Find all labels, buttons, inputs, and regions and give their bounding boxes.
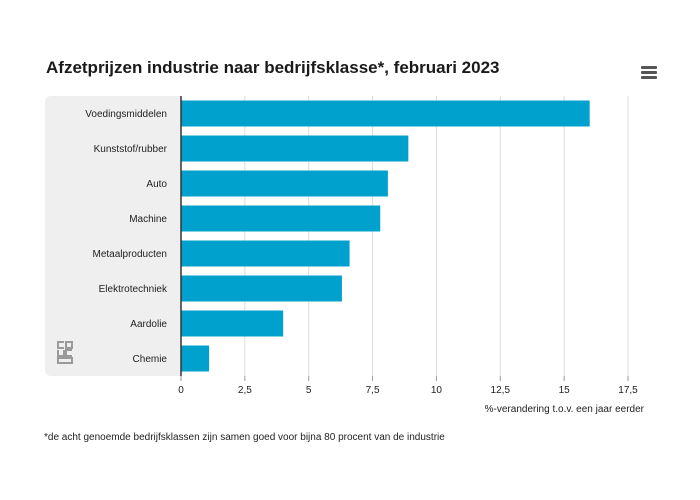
bar <box>181 240 350 267</box>
x-tick-label: 10 <box>431 385 443 396</box>
category-label: Aardolie <box>130 319 167 330</box>
menu-line <box>641 76 657 79</box>
bar <box>181 275 342 302</box>
bar <box>181 170 388 197</box>
x-tick-label: 7,5 <box>366 385 380 396</box>
footnote: *de acht genoemde bedrijfsklassen zijn s… <box>44 432 445 443</box>
category-label: Kunststof/rubber <box>94 144 168 155</box>
category-label: Elektrotechniek <box>99 284 168 295</box>
bar <box>181 100 590 127</box>
bar <box>181 345 210 372</box>
bar <box>181 135 409 162</box>
category-label: Chemie <box>133 354 168 365</box>
x-tick-label: 2,5 <box>238 385 252 396</box>
menu-line <box>641 71 657 74</box>
x-axis-title: %-verandering t.o.v. een jaar eerder <box>485 404 645 415</box>
hamburger-menu-icon[interactable] <box>641 66 657 80</box>
category-label-panel <box>45 96 181 376</box>
bar <box>181 205 381 232</box>
x-tick-label: 5 <box>306 385 312 396</box>
x-tick-label: 0 <box>178 385 184 396</box>
x-tick-label: 15 <box>559 385 571 396</box>
cbs-logo-icon <box>57 341 73 364</box>
x-tick-label: 17,5 <box>618 385 638 396</box>
x-tick-label: 12,5 <box>491 385 511 396</box>
menu-line <box>641 66 657 69</box>
chart-title: Afzetprijzen industrie naar bedrijfsklas… <box>46 58 500 77</box>
category-label: Metaalproducten <box>93 249 168 260</box>
bar <box>181 310 284 337</box>
category-label: Voedingsmiddelen <box>85 109 167 120</box>
category-label: Auto <box>146 179 167 190</box>
category-label: Machine <box>129 214 167 225</box>
